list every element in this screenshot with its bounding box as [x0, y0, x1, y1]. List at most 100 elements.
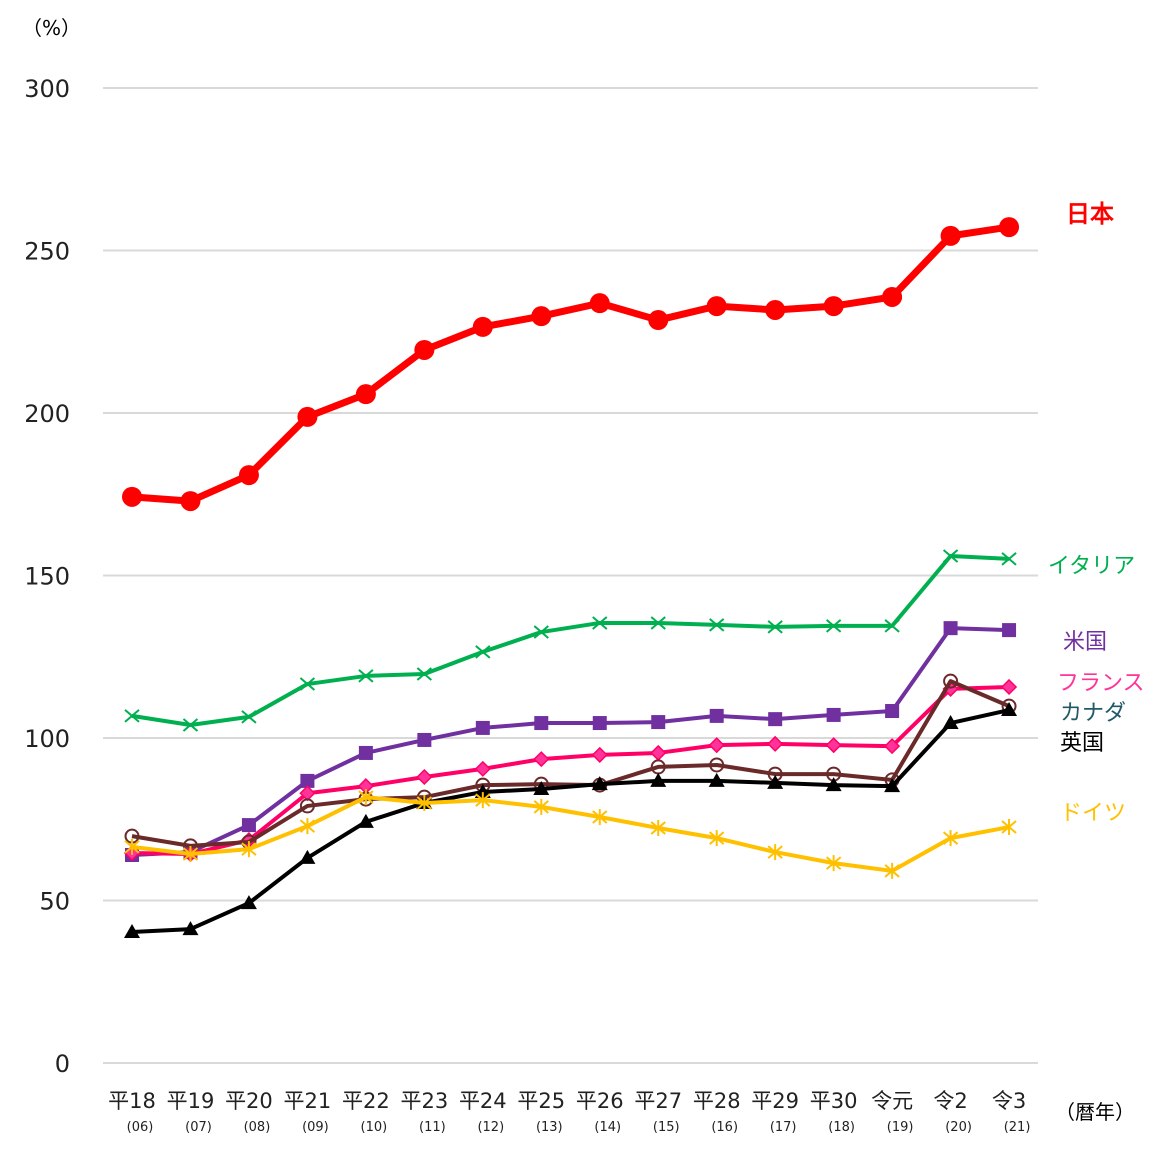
data-point: [650, 772, 667, 787]
data-point: [416, 768, 433, 786]
y-tick-label: 0: [55, 1050, 70, 1078]
data-point: [1001, 819, 1017, 836]
gridlines: [103, 87, 1038, 1064]
data-point: [240, 895, 257, 910]
data-point: [648, 310, 669, 331]
data-point: [884, 738, 901, 755]
data-point: [533, 798, 549, 815]
data-point: [241, 841, 257, 858]
series-triangle: [124, 702, 1018, 939]
data-point: [999, 217, 1020, 238]
data-point: [884, 862, 900, 879]
y-tick-label: 100: [24, 725, 70, 753]
x-tick-labels: 平18 (06) 平19 (07) 平20 (08) 平21 (09) 平22 (10) 平23 (1…: [108, 1089, 1030, 1135]
data-point: [534, 716, 549, 731]
data-point: [768, 712, 783, 727]
x-tick-label: 平25: [517, 1089, 565, 1113]
x-tick-sublabel: (07): [185, 1120, 212, 1135]
data-point: [299, 818, 316, 835]
data-point: [297, 406, 318, 427]
data-point: [124, 709, 140, 723]
series-line: [131, 223, 1010, 505]
x-tick-label: 令3: [992, 1089, 1026, 1113]
data-point: [358, 669, 374, 683]
x-tick-sublabel: (18): [828, 1120, 855, 1135]
data-point: [1001, 702, 1018, 717]
x-tick-label: 平26: [576, 1089, 624, 1113]
series-x: [124, 549, 1017, 732]
x-tick-sublabel: (19): [887, 1120, 914, 1135]
data-point: [122, 486, 142, 507]
data-point: [825, 619, 842, 633]
data-point: [241, 710, 257, 724]
data-point: [767, 774, 784, 789]
data-point: [1002, 623, 1017, 638]
series-line: [131, 795, 1010, 873]
data-point: [414, 339, 435, 360]
data-point: [533, 751, 550, 768]
data-point: [358, 789, 374, 806]
y-tick-label: 150: [24, 563, 70, 591]
series-asterisk: [124, 789, 1017, 879]
data-point: [417, 732, 432, 747]
x-tick-sublabel: (20): [945, 1120, 972, 1135]
x-tick-sublabel: (10): [361, 1120, 388, 1135]
series-circle: [122, 217, 1020, 512]
data-point: [416, 795, 433, 811]
x-tick-sublabel: (17): [770, 1120, 797, 1135]
data-point: [942, 549, 959, 563]
series-label: イタリア: [1048, 554, 1135, 579]
x-tick-label: 平18: [108, 1089, 156, 1113]
data-point: [1001, 552, 1017, 566]
x-tick-label: 令2: [933, 1089, 967, 1113]
series-line: [131, 679, 1010, 848]
data-point: [589, 293, 610, 314]
series-lines: [122, 217, 1020, 939]
y-tick-label: 50: [39, 888, 70, 916]
data-point: [533, 625, 549, 639]
series-label: フランス: [1057, 671, 1145, 696]
x-tick-sublabel: (12): [477, 1120, 504, 1135]
data-point: [591, 746, 608, 763]
x-tick-label: 平21: [284, 1089, 332, 1113]
data-point: [942, 715, 959, 730]
data-point: [825, 737, 842, 754]
data-point: [767, 735, 784, 752]
y-axis-label: （%）: [22, 16, 81, 40]
data-point: [942, 830, 959, 847]
x-tick-sublabel: (06): [127, 1120, 154, 1135]
data-point: [765, 299, 786, 320]
series-line: [131, 684, 1010, 857]
series-line: [131, 554, 1010, 727]
x-tick-sublabel: (15): [653, 1120, 680, 1135]
y-tick-label: 250: [24, 238, 70, 266]
data-point: [472, 316, 493, 337]
data-point: [651, 715, 666, 730]
series-label: ドイツ: [1060, 801, 1126, 826]
data-point: [182, 718, 199, 732]
data-point: [124, 838, 140, 855]
data-point: [650, 744, 667, 762]
data-point: [709, 708, 724, 723]
data-point: [475, 720, 490, 735]
data-point: [709, 618, 725, 632]
x-tick-sublabel: (21): [1004, 1120, 1031, 1135]
x-tick-sublabel: (08): [244, 1120, 271, 1135]
data-point: [884, 778, 901, 793]
data-point: [706, 296, 727, 317]
data-point: [592, 716, 607, 731]
data-point: [180, 491, 201, 512]
data-point: [475, 645, 491, 659]
data-point: [592, 616, 608, 630]
data-point: [299, 849, 316, 864]
y-tick-label: 200: [24, 400, 70, 428]
y-tick-label: 300: [24, 75, 70, 103]
x-tick-label: 平29: [751, 1089, 799, 1113]
data-point: [1000, 678, 1018, 696]
data-point: [591, 776, 608, 791]
x-tick-label: 平20: [225, 1089, 273, 1113]
data-point: [767, 620, 783, 634]
x-tick-sublabel: (11): [419, 1120, 446, 1135]
x-tick-sublabel: (09): [302, 1120, 329, 1135]
